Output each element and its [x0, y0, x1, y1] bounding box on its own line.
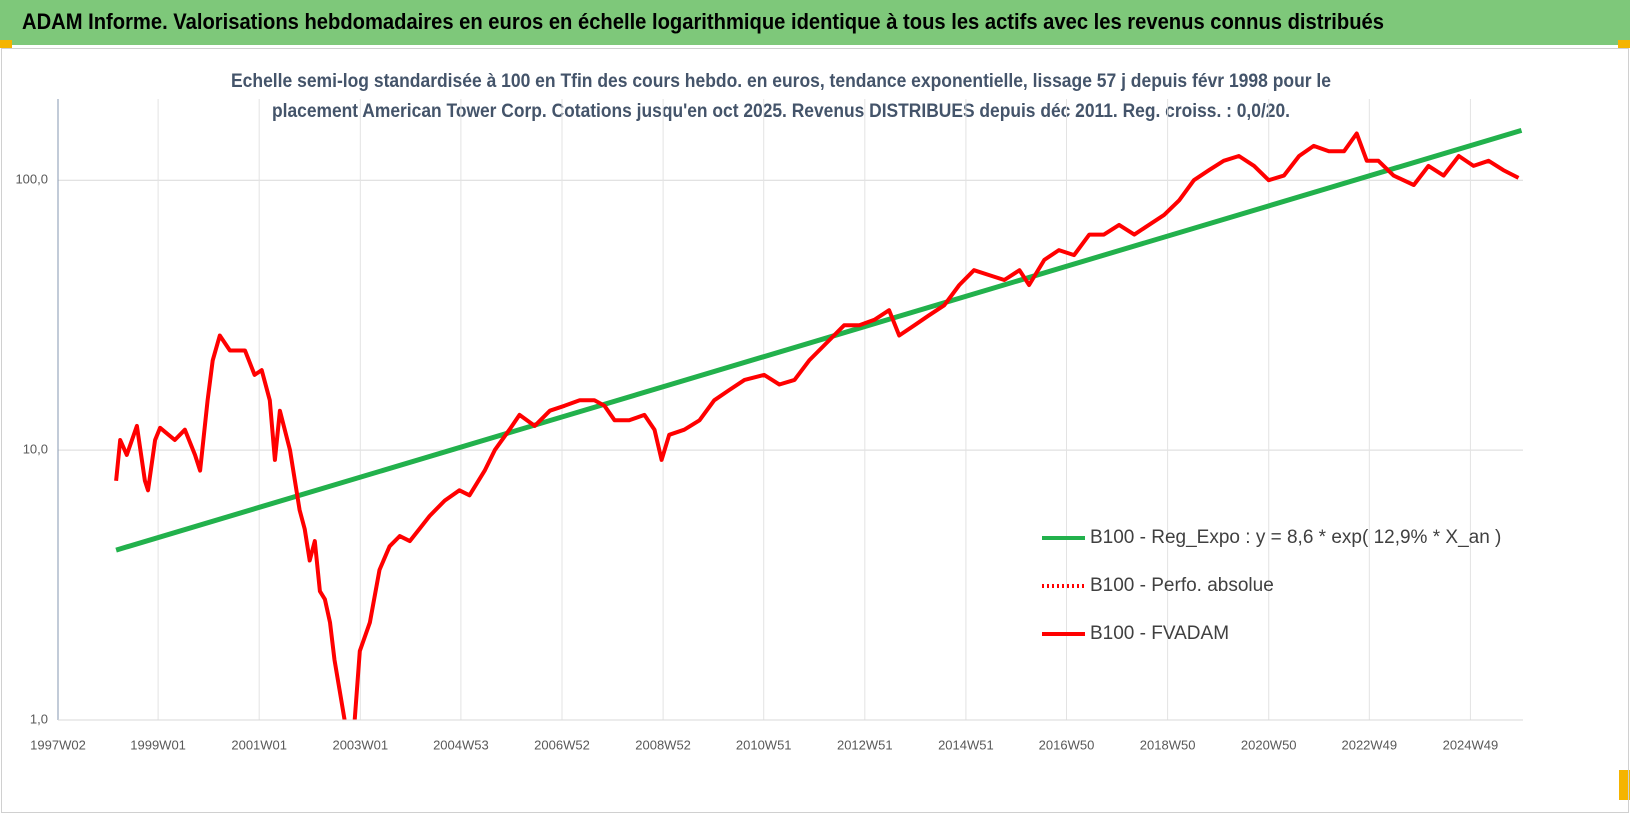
x-tick-label: 2024W49 — [1443, 737, 1499, 752]
corner — [1618, 40, 1630, 48]
x-tick-label: 2014W51 — [938, 737, 994, 752]
x-tick-label: 1999W01 — [130, 737, 186, 752]
chart-title: placement American Tower Corp. Cotations… — [272, 101, 1290, 122]
x-tick-label: 2001W01 — [231, 737, 287, 752]
x-tick-label: 2008W52 — [635, 737, 691, 752]
x-tick-label: 2004W53 — [433, 737, 489, 752]
chart-frame — [1, 48, 1629, 813]
x-tick-label: 2020W50 — [1241, 737, 1297, 752]
x-tick-label: 2022W49 — [1341, 737, 1397, 752]
y-tick-label: 10,0 — [23, 442, 48, 457]
page-title: ADAM Informe. Valorisations hebdomadaire… — [22, 9, 1384, 34]
series-line — [115, 128, 1523, 553]
corner — [1619, 770, 1630, 800]
corner — [0, 40, 12, 48]
x-tick-label: 2010W51 — [736, 737, 792, 752]
x-tick-label: 2012W51 — [837, 737, 893, 752]
legend-label: B100 - Perfo. absolue — [1090, 575, 1274, 596]
legend-label: B100 - Reg_Expo : y = 8,6 * exp( 12,9% *… — [1090, 527, 1501, 548]
y-tick-label: 1,0 — [30, 711, 48, 726]
header-bar — [0, 0, 1630, 45]
x-tick-label: 2003W01 — [332, 737, 388, 752]
chart-title: Echelle semi-log standardisée à 100 en T… — [231, 71, 1331, 92]
series-line — [114, 131, 1520, 720]
x-tick-label: 1997W02 — [30, 737, 86, 752]
x-tick-label: 2016W50 — [1039, 737, 1095, 752]
y-tick-label: 100,0 — [15, 172, 48, 187]
x-tick-label: 2018W50 — [1140, 737, 1196, 752]
legend-label: B100 - FVADAM — [1090, 623, 1229, 644]
x-tick-label: 2006W52 — [534, 737, 590, 752]
